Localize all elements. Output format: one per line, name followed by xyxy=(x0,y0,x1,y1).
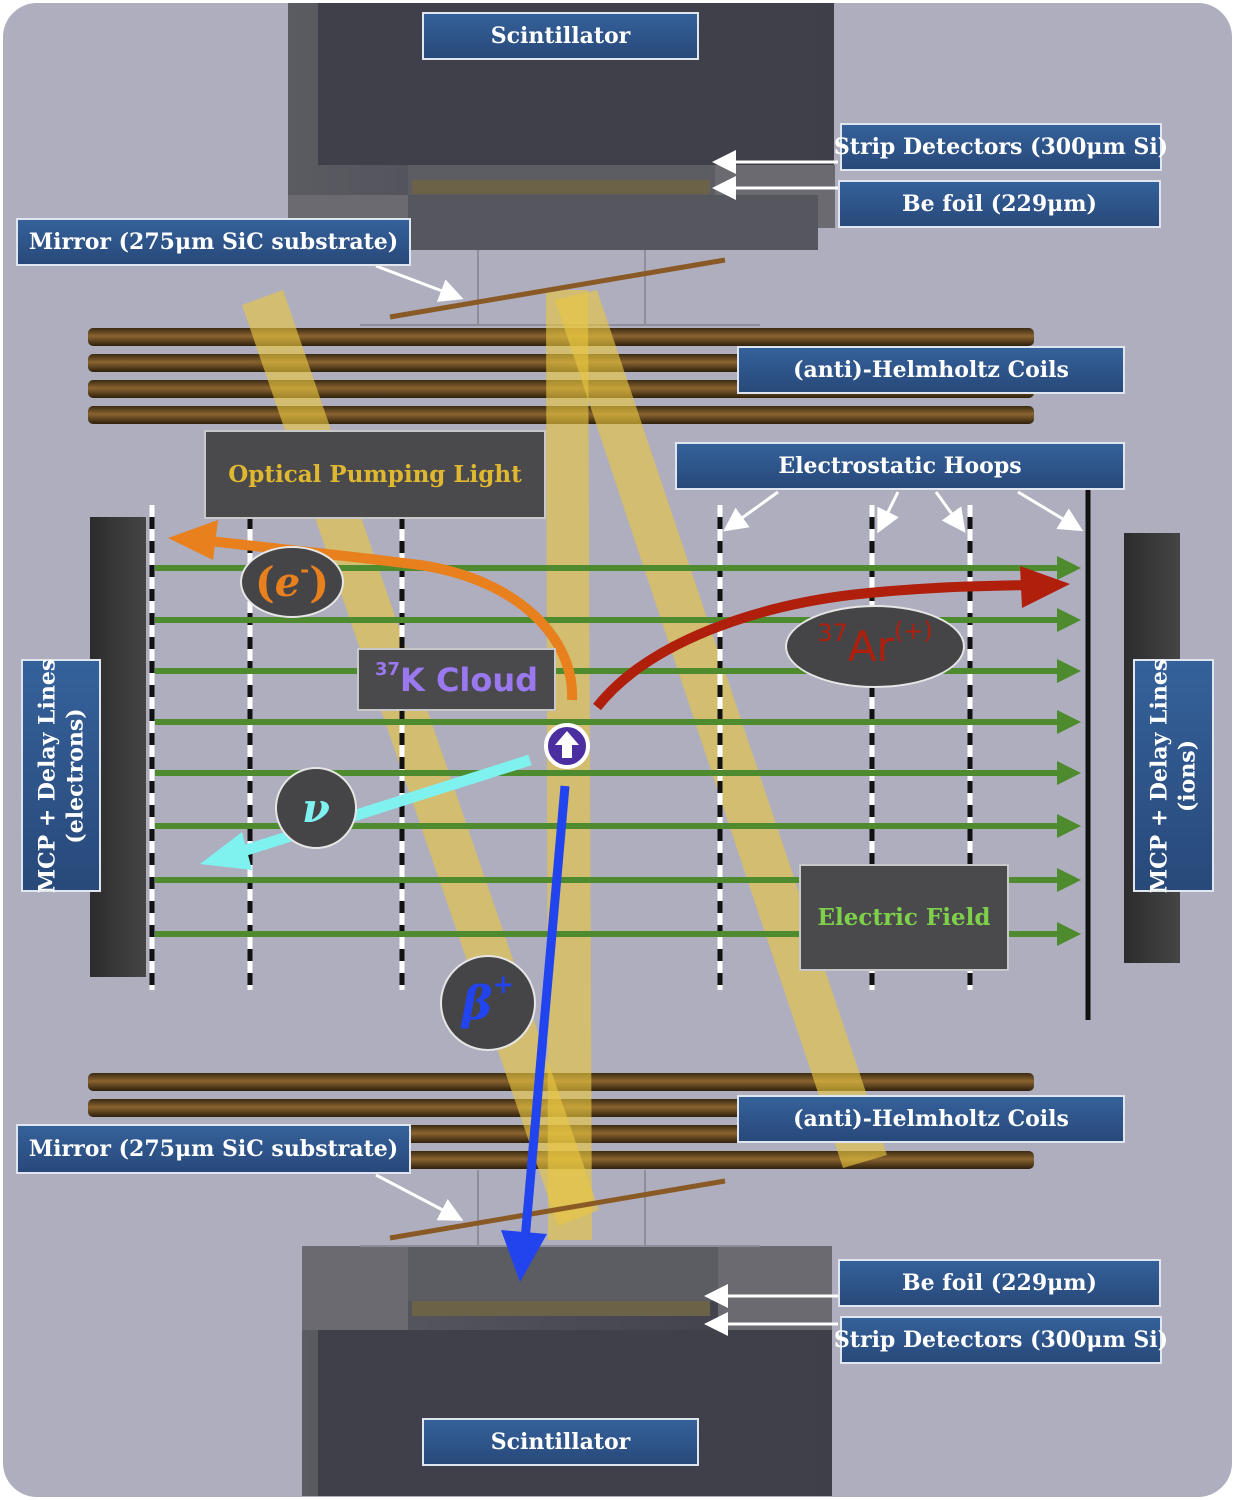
label-text: Electric Field xyxy=(817,904,991,931)
label-strip-detectors-bottom: Strip Detectors (300μm Si) xyxy=(834,1316,1168,1364)
label-text: Mirror (275μm SiC substrate) xyxy=(28,1136,399,1162)
pointer-arrows xyxy=(375,150,1084,1336)
label-text: (anti)-Helmholtz Coils xyxy=(793,357,1069,383)
mcp-right-text: MCP + Delay Lines (ions) xyxy=(1146,658,1202,893)
label-text: Strip Detectors (300μm Si) xyxy=(833,134,1169,160)
polarized-atom-icon xyxy=(544,723,590,769)
mcp-left-line2: (electrons) xyxy=(62,707,88,844)
strip-detector-bottom xyxy=(412,1301,710,1316)
neutrino-badge: ν xyxy=(275,767,357,849)
electron-badge: (e -) xyxy=(240,546,344,618)
mirror-top xyxy=(389,257,726,320)
pointer-hoop-4 xyxy=(1017,490,1084,532)
neutrino-symbol: ν xyxy=(302,784,330,832)
label-scintillator-top: Scintillator xyxy=(422,12,699,60)
label-k-cloud: 37 K Cloud xyxy=(357,648,556,711)
cloud-mass-number: 37 xyxy=(374,659,400,680)
beta-charge: + xyxy=(492,970,515,1000)
pointer-hoop-2 xyxy=(877,491,900,534)
label-text: Strip Detectors (300μm Si) xyxy=(833,1327,1169,1353)
mirror-bottom xyxy=(389,1178,726,1241)
electron-symbol: e xyxy=(274,558,301,606)
label-optical-pumping-light: Optical Pumping Light xyxy=(204,430,546,519)
label-text: Scintillator xyxy=(490,1429,631,1455)
label-electric-field: Electric Field xyxy=(799,864,1009,971)
label-text: Scintillator xyxy=(490,23,631,49)
beta-arrow xyxy=(501,785,570,1282)
pointer-hoop-3 xyxy=(934,491,966,533)
electron-charge: - xyxy=(300,557,310,583)
label-scintillator-bottom: Scintillator xyxy=(422,1418,699,1466)
strip-detector-top xyxy=(412,180,710,194)
pointer-mirror-bottom xyxy=(375,1173,464,1221)
paren-close: ) xyxy=(309,557,330,607)
pointer-mirror-top xyxy=(375,264,464,302)
pointer-hoop-1 xyxy=(723,490,779,532)
label-coils-top: (anti)-Helmholtz Coils xyxy=(737,346,1125,394)
argon-badge: 37 Ar (+) xyxy=(785,605,965,688)
label-mirror-bottom: Mirror (275μm SiC substrate) xyxy=(16,1124,411,1174)
label-text: Optical Pumping Light xyxy=(228,461,522,488)
label-mcp-left: MCP + Delay Lines (electrons) xyxy=(21,658,101,893)
beta-badge: β + xyxy=(440,955,536,1051)
cloud-name: K Cloud xyxy=(400,660,539,699)
mcp-left-text: MCP + Delay Lines (electrons) xyxy=(33,658,89,893)
mcp-left-line1: MCP + Delay Lines xyxy=(34,658,60,893)
argon-symbol: Ar xyxy=(847,622,894,671)
label-text: (anti)-Helmholtz Coils xyxy=(793,1106,1069,1132)
label-text: Electrostatic Hoops xyxy=(778,453,1022,479)
argon-mass-number: 37 xyxy=(817,618,848,647)
label-text: Be foil (229μm) xyxy=(902,1270,1097,1296)
label-electrostatic-hoops: Electrostatic Hoops xyxy=(675,442,1125,490)
argon-recoil-arrow xyxy=(593,566,1070,711)
label-strip-detectors-top: Strip Detectors (300μm Si) xyxy=(834,123,1168,171)
paren-open: ( xyxy=(254,557,275,607)
label-be-foil-bottom: Be foil (229μm) xyxy=(838,1259,1161,1307)
beta-symbol: β xyxy=(461,976,493,1030)
electrostatic-hoops xyxy=(149,478,1091,1020)
mcp-right-line2: (ions) xyxy=(1174,739,1201,812)
label-text: Mirror (275μm SiC substrate) xyxy=(28,229,399,255)
label-be-foil-top: Be foil (229μm) xyxy=(838,180,1161,228)
argon-charge: (+) xyxy=(893,616,933,645)
label-mirror-top: Mirror (275μm SiC substrate) xyxy=(16,218,411,266)
mcp-right-line1: MCP + Delay Lines xyxy=(1146,658,1173,893)
label-text: Be foil (229μm) xyxy=(902,191,1097,217)
label-coils-bottom: (anti)-Helmholtz Coils xyxy=(737,1095,1125,1143)
label-mcp-right: MCP + Delay Lines (ions) xyxy=(1133,658,1214,893)
